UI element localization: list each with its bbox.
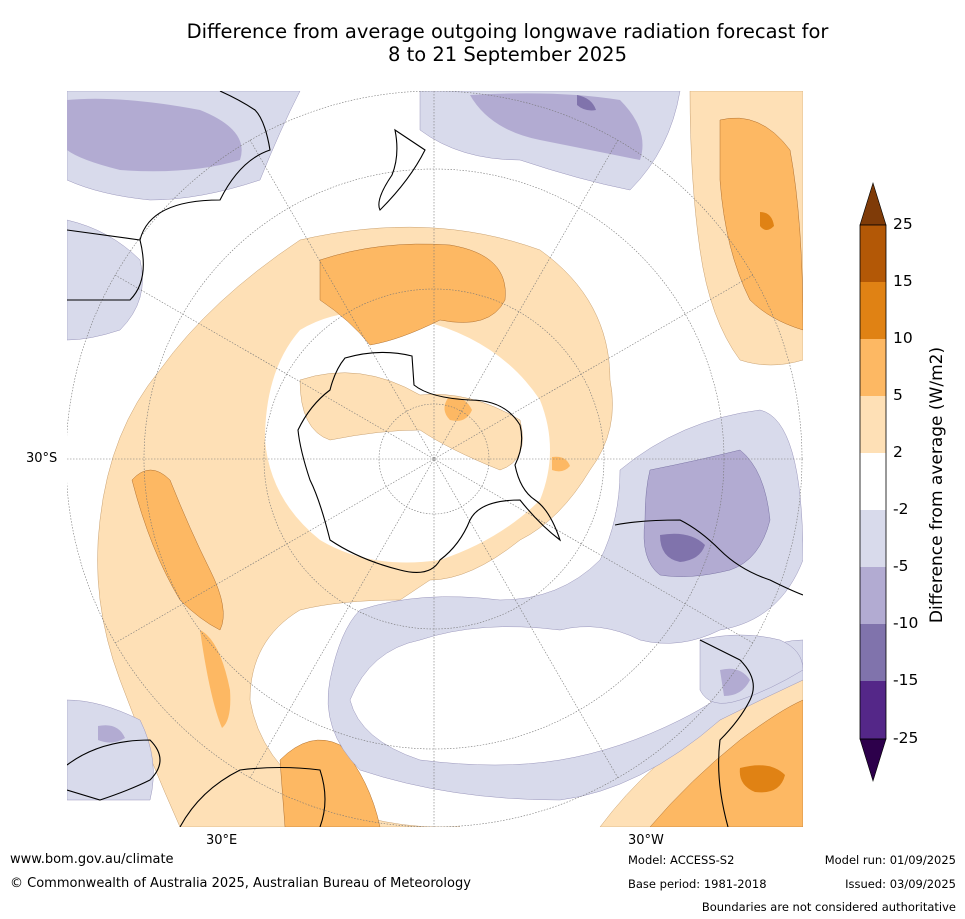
colorbar-tick: -2 xyxy=(893,500,909,518)
anomaly-negative-africa-2 xyxy=(720,668,750,696)
colorbar-band-2-5 xyxy=(860,396,886,453)
antarctica-coast xyxy=(297,351,562,573)
anomaly-negative-north-3 xyxy=(577,95,596,111)
anomaly-strong-east-pacific xyxy=(760,212,774,230)
colorbar-band-m5-m2 xyxy=(860,510,886,567)
colorbar-tick: 2 xyxy=(893,443,903,461)
title-line-1: Difference from average outgoing longwav… xyxy=(186,20,829,43)
anomaly-antarctic-plateau xyxy=(299,372,523,471)
africa-coast xyxy=(67,739,326,827)
anomaly-moderate-indian-ocean xyxy=(131,469,224,631)
anomaly-negative-northwest-2 xyxy=(67,98,242,172)
anomaly-strong-southwest xyxy=(739,765,785,793)
colorbar-over-arrow xyxy=(859,181,887,226)
graticule xyxy=(67,91,803,827)
footer-model: Model: ACCESS-S2 xyxy=(628,853,735,867)
colorbar-band-m25-m15 xyxy=(860,681,886,739)
coastlines xyxy=(67,91,803,827)
anomaly-moderate-south-atlantic xyxy=(319,243,506,346)
anomaly-moderate-indian-ocean-2 xyxy=(200,630,231,728)
title-line-2: 8 to 21 September 2025 xyxy=(388,43,627,66)
colorbar-tick: 10 xyxy=(893,329,913,347)
anomaly-negative-north-2 xyxy=(470,93,643,160)
colorbar-tick: -10 xyxy=(893,614,919,632)
colorbar-band-m15-m10 xyxy=(860,624,886,681)
map-field xyxy=(67,91,803,827)
map-title: Difference from average outgoing longwav… xyxy=(0,20,965,66)
colorbar-label: Difference from average (W/m2) xyxy=(927,346,947,624)
colorbar-tick: 15 xyxy=(893,272,913,290)
footer-url[interactable]: www.bom.gov.au/climate xyxy=(10,852,174,867)
colorbar-band-5-10 xyxy=(860,339,886,396)
colorbar-band-10-15 xyxy=(860,282,886,339)
australia-coast xyxy=(67,91,271,301)
anomaly-moderate-small-2 xyxy=(552,456,570,472)
footer-disclaimer: Boundaries are not considered authoritat… xyxy=(701,900,956,914)
footer-issued: Issued: 03/09/2025 xyxy=(845,877,956,891)
anomaly-moderate-small-1 xyxy=(444,397,472,421)
anomaly-negative-west xyxy=(67,219,143,341)
colorbar-band-15-25 xyxy=(860,225,886,282)
colorbar-tick: 25 xyxy=(893,215,913,233)
colorbar-tick: 5 xyxy=(893,386,903,404)
footer-model-run: Model run: 01/09/2025 xyxy=(824,853,956,867)
longitude-label-west: 30°W xyxy=(628,833,664,848)
footer-base-period: Base period: 1981-2018 xyxy=(628,877,767,891)
anomaly-moderate-southwest xyxy=(649,699,803,827)
south-america-coast xyxy=(614,519,803,827)
longitude-label-east: 30°E xyxy=(206,833,238,848)
colorbar xyxy=(859,181,887,783)
footer-copyright: © Commonwealth of Australia 2025, Austra… xyxy=(10,876,471,891)
anomaly-negative-southwest xyxy=(67,699,154,801)
latitude-label: 30°S xyxy=(26,451,58,466)
colorbar-band-m10-m5 xyxy=(860,567,886,624)
colorbar-under-arrow xyxy=(859,738,887,783)
anomaly-negative-southwest-2 xyxy=(98,725,125,743)
colorbar-tick: -5 xyxy=(893,557,909,575)
colorbar-band-neutral xyxy=(860,453,886,510)
colorbar-tick: -25 xyxy=(893,729,919,747)
anomaly-negative-south-atlantic-3 xyxy=(660,533,705,562)
colorbar-tick: -15 xyxy=(893,671,919,689)
new-zealand-coast xyxy=(378,128,426,211)
